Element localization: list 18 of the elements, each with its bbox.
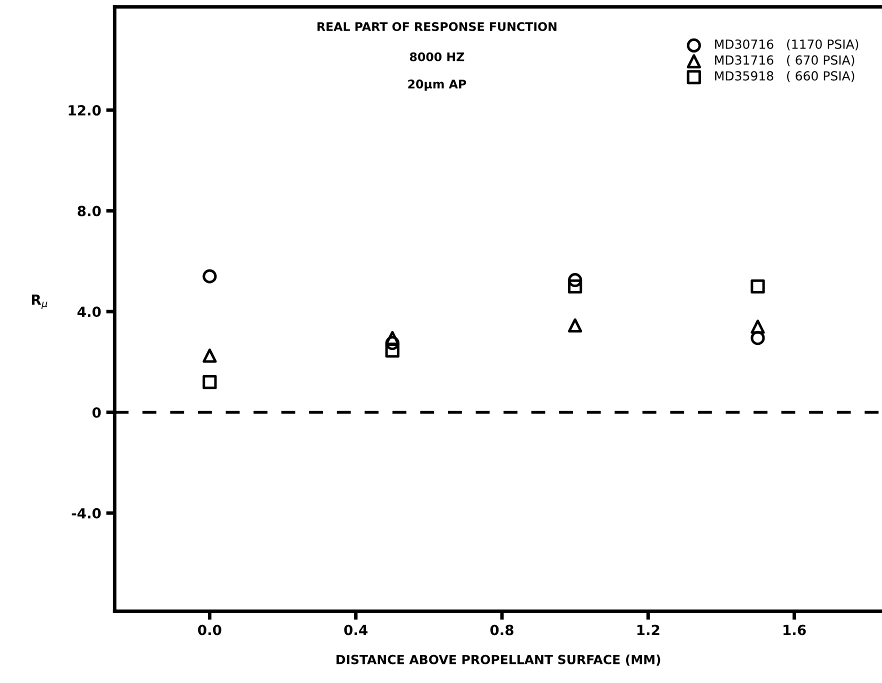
legend-label: MD35918 ( 660 PSIA) bbox=[715, 70, 854, 82]
x-tick-label: 0.8 bbox=[490, 624, 514, 636]
legend-label: MD31716 ( 670 PSIA) bbox=[715, 55, 854, 66]
annotation: 20μm AP bbox=[408, 80, 466, 91]
y-tick-label: -4.0 bbox=[72, 508, 101, 519]
y-tick-label: 4.0 bbox=[77, 306, 101, 318]
text: REAL PART OF RESPONSE FUNCTION bbox=[318, 22, 556, 32]
y-axis-title: R$_{μ}$ bbox=[32, 294, 48, 310]
x-tick-label: 1.2 bbox=[637, 624, 660, 636]
x-tick-label: 0.4 bbox=[344, 624, 368, 636]
x-tick-label: 0.0 bbox=[198, 624, 222, 636]
y-tick-label: 0 bbox=[92, 407, 101, 418]
x-tick-label: 1.6 bbox=[784, 624, 806, 636]
legend-label: MD30716 (1170 PSIA) bbox=[715, 39, 858, 50]
y-tick-label: 8.0 bbox=[78, 206, 101, 216]
y-tick-label: 12.0 bbox=[68, 105, 101, 116]
x-axis-title: DISTANCE ABOVE PROPELLANT SURFACE (MM) bbox=[336, 654, 660, 666]
annotation: 8000 HZ bbox=[410, 52, 464, 62]
